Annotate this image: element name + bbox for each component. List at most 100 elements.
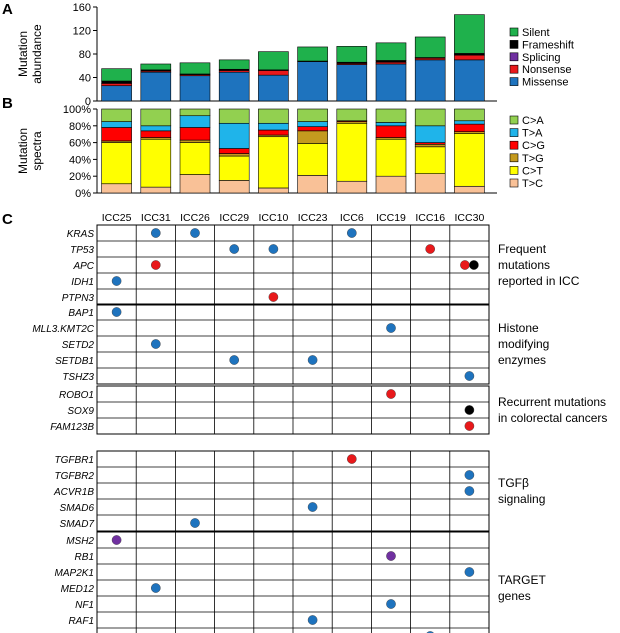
mutation-dot-nf1-icc19-missense: [386, 599, 396, 609]
bar-icc10-missense: [258, 74, 289, 102]
bar-icc30-tc: [454, 185, 485, 194]
panel-letter-a: A: [2, 1, 13, 18]
gene-label: MAP2K1: [55, 568, 94, 579]
gene-label: MSH2: [66, 536, 94, 547]
mutation-dot-tp53-icc29-missense: [229, 244, 239, 254]
group-label: TARGET: [498, 573, 546, 587]
mutation-dot-apc-icc30-nonsense: [460, 260, 470, 270]
legend-swatch: [509, 140, 519, 150]
legend-swatch: [509, 128, 519, 137]
panel-letter-b: B: [2, 95, 13, 112]
gene-label: SETD2: [62, 340, 95, 351]
gene-label: PTPN3: [62, 293, 95, 304]
gene-label: SMAD6: [60, 503, 95, 514]
legend-swatch: [509, 27, 519, 37]
mutation-dot-kras-icc26-missense: [190, 228, 200, 238]
bar-icc31-missense: [140, 71, 172, 102]
bar-icc26-cg: [179, 127, 211, 141]
legend-swatch: [509, 153, 519, 163]
mutation-dot-smad6-icc23-missense: [307, 502, 318, 512]
bar-icc26-ca: [179, 108, 211, 117]
mutation-dot-map2k1-icc30-missense: [464, 567, 475, 577]
mutation-table: ICC25 ICC31 ICC26 ICC29 ICC10 ICC23 ICC6 ICC19 I…: [32, 212, 607, 633]
bar-icc6-silent: [336, 46, 368, 63]
mutation-dot-setdb1-icc23-missense: [307, 355, 318, 365]
bar-icc29-ca: [218, 108, 250, 124]
mutation-dot-rb1-icc19-splicing: [386, 551, 396, 561]
y-tick-label: 160: [73, 2, 91, 14]
sample-label: ICC23: [298, 212, 328, 224]
sample-label: ICC6: [340, 212, 364, 224]
bar-icc29-silent: [218, 59, 250, 70]
bar-icc29-ta: [218, 122, 250, 149]
group-label: modifying: [498, 337, 549, 351]
bar-icc30-cg: [454, 123, 485, 132]
bar-icc31-ca: [140, 108, 172, 127]
gene-label: SMAD7: [60, 519, 95, 530]
gene-label: RAF1: [68, 616, 94, 627]
bar-icc10-ct: [258, 136, 289, 189]
legend-label: Silent: [522, 27, 550, 39]
bar-icc31-ta: [140, 125, 172, 132]
y-tick-label: 0%: [75, 188, 91, 200]
bar-icc26-missense: [179, 75, 211, 102]
group-label: enzymes: [498, 353, 546, 367]
mutation-dot-idh1-icc25-missense: [111, 276, 122, 286]
legend-label: Nonsense: [522, 64, 572, 76]
bar-icc29-missense: [218, 71, 250, 102]
mutation-dot-msh2-icc25-splicing: [111, 535, 122, 545]
bar-icc25-silent: [101, 68, 132, 82]
group-label: genes: [498, 589, 531, 603]
bar-icc23-tc: [297, 175, 328, 194]
bar-icc29-tc: [218, 180, 250, 194]
bar-icc31-cg: [140, 130, 172, 138]
gene-label: IDH1: [71, 277, 94, 288]
y-tick-label: 60%: [69, 138, 91, 150]
legend-label: T>C: [522, 178, 543, 190]
mutation-dot-setd2-icc31-missense: [150, 339, 161, 349]
y-tick-label: 80: [79, 49, 91, 61]
bar-icc25-frameshift: [101, 80, 132, 84]
gene-label: TGFBR2: [55, 471, 95, 482]
bar-icc23-missense: [297, 61, 328, 102]
sample-label: ICC29: [219, 212, 249, 224]
gene-label: BAP1: [68, 308, 94, 319]
bar-icc23-cg: [297, 126, 328, 132]
bar-icc16-ct: [414, 146, 446, 174]
bar-icc25-ta: [101, 121, 132, 128]
bar-icc31-tc: [140, 186, 172, 194]
legend-swatch: [509, 52, 519, 62]
gene-label: TGFBR1: [55, 455, 94, 466]
mutation-dot-ptpn3-icc10-nonsense: [268, 292, 279, 302]
bar-icc29-ct: [218, 155, 250, 181]
y-tick-label: 20%: [69, 171, 91, 183]
gene-label: RB1: [75, 552, 94, 563]
bar-icc19-silent: [375, 42, 407, 61]
bar-icc23-silent: [297, 46, 328, 62]
group-label: Recurrent mutations: [498, 395, 606, 409]
y-tick-label: 40: [79, 73, 91, 85]
mutation-dot-tshz3-icc30-missense: [464, 371, 475, 381]
group-label: Frequent: [498, 242, 547, 256]
bar-icc25-ca: [101, 108, 132, 122]
bar-icc30-silent: [454, 14, 485, 54]
mutation-dot-robo1-icc19-nonsense: [386, 389, 396, 399]
bar-icc25-missense: [101, 85, 132, 102]
bar-icc19-ct: [375, 138, 407, 177]
mutation-dot-tgfbr2-icc30-missense: [464, 470, 475, 480]
gene-label: KRAS: [67, 229, 95, 240]
mutation-dot-sox9-icc30-frameshift: [464, 405, 475, 415]
gene-label: MLL3.KMT2C: [32, 324, 94, 335]
bar-icc26-ct: [179, 142, 211, 175]
bar-icc19-missense: [375, 63, 407, 102]
gene-label: NF1: [75, 600, 94, 611]
bar-icc26-ta: [179, 115, 211, 128]
bar-icc23-ct: [297, 143, 328, 176]
sample-label: ICC25: [102, 212, 132, 224]
abundance-chart: 0 40 80 120 160 Mutationabundance SilentFrames…: [16, 2, 574, 108]
group-label: TGFβ: [498, 476, 529, 490]
bar-icc6-ct: [336, 122, 368, 182]
legend-label: Frameshift: [522, 39, 574, 51]
bar-icc23-tg: [297, 130, 328, 144]
bar-icc30-ca: [454, 108, 485, 122]
